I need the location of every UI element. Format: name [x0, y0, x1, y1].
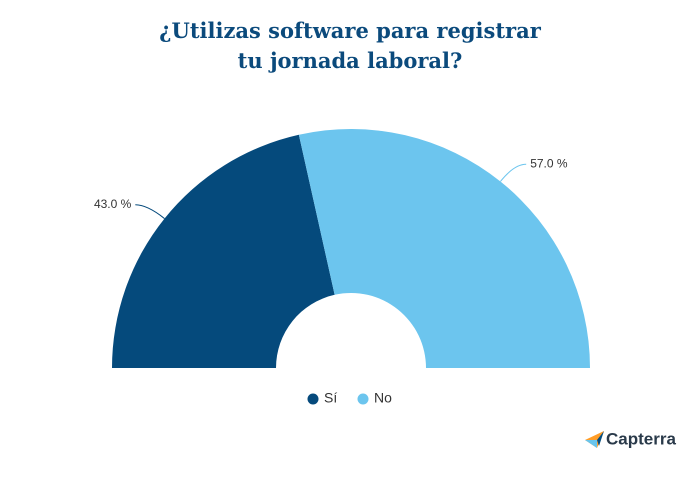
logo-arrow — [585, 431, 604, 448]
legend-label: No — [374, 390, 392, 406]
slice — [112, 134, 335, 368]
leader-line — [500, 163, 527, 182]
chart-title: ¿Utilizas software para registrar tu jor… — [159, 18, 541, 73]
leader-line — [135, 204, 165, 219]
legend-label: Sí — [324, 390, 337, 406]
brand-text: Capterra — [606, 429, 676, 448]
data-label: 43.0 % — [94, 197, 132, 211]
capterra-logo: Capterra — [585, 429, 676, 448]
logo-arrow — [585, 440, 597, 448]
slice — [298, 129, 590, 368]
data-label: 57.0 % — [530, 156, 568, 170]
logo-arrow — [597, 431, 604, 446]
legend-marker — [357, 393, 369, 405]
legend-marker — [307, 393, 319, 405]
